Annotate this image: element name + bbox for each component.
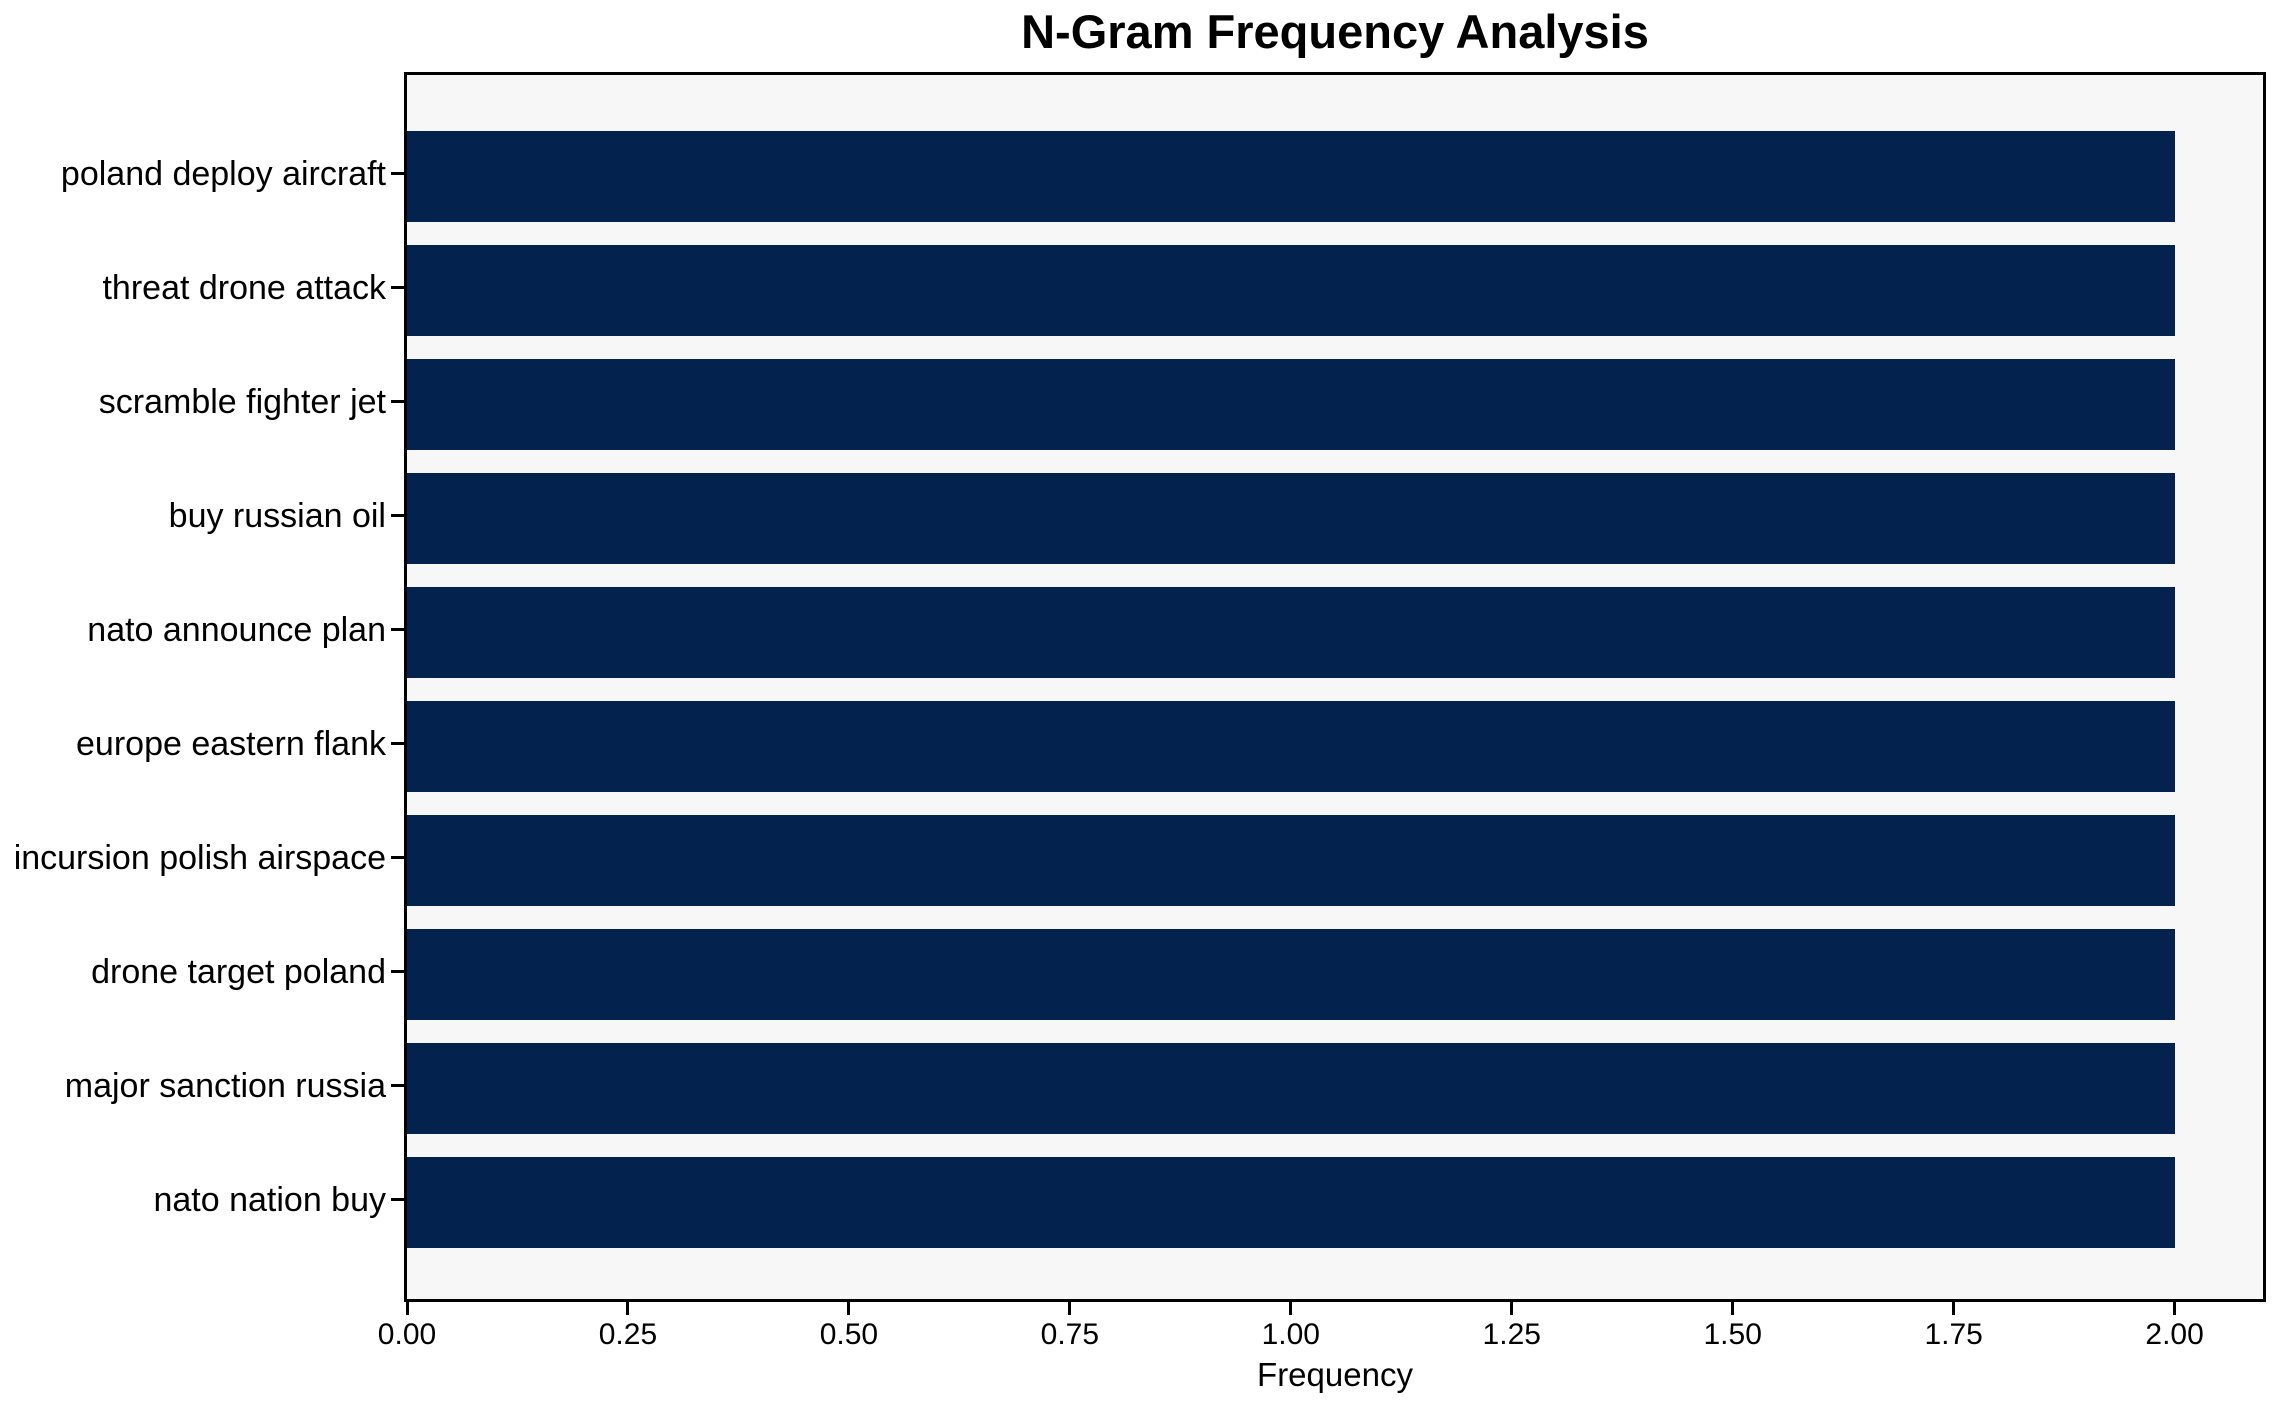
y-tick-label: poland deploy aircraft (60, 154, 386, 193)
y-tick-mark (391, 742, 404, 745)
y-tick-mark (391, 286, 404, 289)
bar (407, 473, 2175, 564)
x-tick-mark (2173, 1302, 2177, 1315)
x-tick-label: 1.75 (1924, 1318, 1983, 1351)
x-tick-mark (405, 1302, 409, 1315)
y-tick-label: threat drone attack (102, 268, 386, 307)
y-tick-label: nato nation buy (153, 1180, 386, 1219)
y-tick-mark (391, 970, 404, 973)
y-tick-mark (391, 514, 404, 517)
y-tick-mark (391, 1198, 404, 1201)
bar (407, 359, 2175, 450)
x-tick-mark (1731, 1302, 1735, 1315)
x-tick-label: 0.50 (819, 1318, 879, 1351)
y-tick-label: incursion polish airspace (13, 838, 386, 877)
y-tick-mark (391, 856, 404, 859)
bar (407, 131, 2175, 222)
x-axis-label: Frequency (1257, 1356, 1413, 1393)
x-tick-mark (1289, 1302, 1293, 1315)
bar (407, 815, 2175, 906)
y-tick-label: scramble fighter jet (98, 382, 386, 421)
x-tick-label: 1.00 (1261, 1318, 1320, 1351)
x-tick-mark (1952, 1302, 1956, 1315)
x-tick-mark (1510, 1302, 1514, 1315)
x-tick-label: 1.25 (1482, 1318, 1541, 1351)
x-tick-label: 1.50 (1703, 1318, 1762, 1351)
x-tick-mark (847, 1302, 851, 1315)
bar (407, 1043, 2175, 1134)
y-tick-label: europe eastern flank (76, 724, 386, 763)
x-tick-label: 0.00 (377, 1318, 437, 1351)
x-tick-mark (626, 1302, 630, 1315)
bar (407, 929, 2175, 1020)
y-tick-mark (391, 1084, 404, 1087)
bar (407, 701, 2175, 792)
y-tick-mark (391, 172, 404, 175)
y-tick-label: major sanction russia (64, 1066, 386, 1105)
chart-title: N-Gram Frequency Analysis (1021, 5, 1649, 58)
x-tick-mark (1068, 1302, 1072, 1315)
bar (407, 587, 2175, 678)
x-tick-label: 2.00 (2145, 1318, 2204, 1351)
x-tick-label: 0.25 (598, 1318, 658, 1351)
y-tick-label: nato announce plan (87, 610, 386, 649)
bar (407, 1157, 2175, 1248)
plot-area (404, 72, 2266, 1302)
x-tick-label: 0.75 (1040, 1318, 1100, 1351)
y-tick-mark (391, 628, 404, 631)
y-tick-label: drone target poland (91, 952, 386, 991)
y-tick-label: buy russian oil (168, 496, 386, 535)
bar (407, 245, 2175, 336)
y-tick-mark (391, 400, 404, 403)
